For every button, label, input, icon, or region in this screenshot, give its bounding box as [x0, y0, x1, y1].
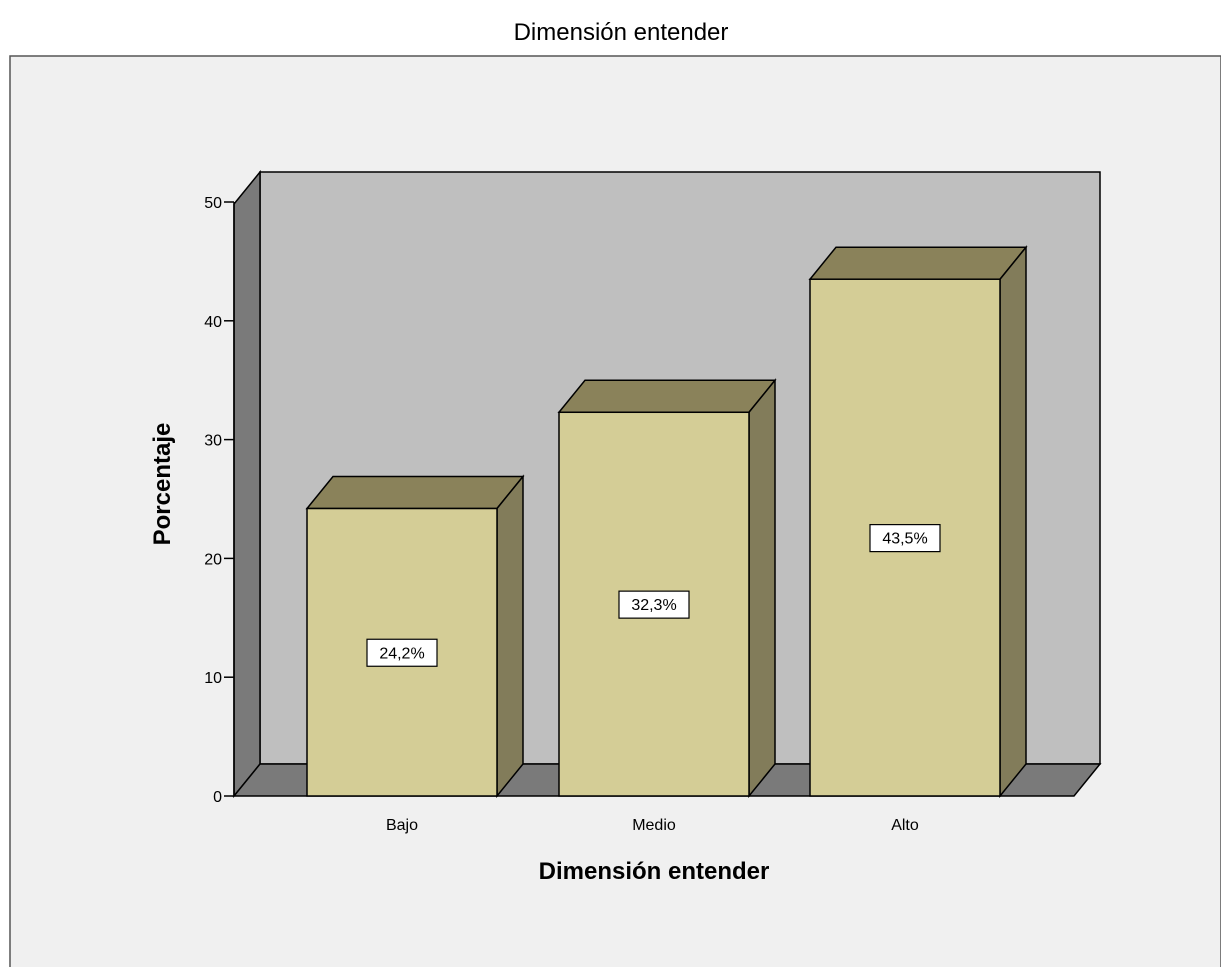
x-axis-title: Dimensión entender: [539, 858, 770, 885]
y-axis: 0 10 20 30 40 50: [204, 195, 235, 806]
bar-top: [557, 379, 777, 414]
data-label-box: [869, 524, 941, 553]
x-tick-label: Medio: [632, 817, 676, 834]
y-tick-label: 0: [213, 789, 222, 806]
bar-top: [305, 475, 525, 510]
y-tick-label: 40: [204, 314, 222, 331]
y-tick-label: 30: [204, 433, 222, 450]
data-label-box: [618, 590, 690, 619]
bar-side: [496, 474, 524, 799]
x-axis-labels: Bajo Medio Alto: [386, 817, 919, 834]
y-tick-label: 20: [204, 551, 222, 568]
y-tick-label: 10: [204, 670, 222, 687]
y-tick-label: 50: [204, 195, 222, 212]
bar-side: [999, 245, 1027, 799]
side-wall: [233, 169, 261, 799]
bar-side: [748, 378, 776, 799]
data-label: 24,2%: [379, 645, 424, 662]
x-tick-label: Bajo: [386, 817, 418, 834]
y-axis-title: Porcentaje: [149, 423, 176, 546]
bar-alto: 43,5%: [808, 245, 1028, 799]
data-label: 43,5%: [882, 531, 927, 548]
data-label: 32,3%: [631, 597, 676, 614]
data-label-box: [366, 638, 438, 667]
bars: 24,2% 32,3% 43,5%: [305, 245, 1028, 799]
bar-bajo: 24,2%: [305, 474, 525, 799]
x-tick-label: Alto: [891, 817, 919, 834]
bar-medio: 32,3%: [557, 378, 777, 799]
chart-title: Dimensión entender: [514, 19, 729, 46]
bar-top: [808, 246, 1028, 280]
